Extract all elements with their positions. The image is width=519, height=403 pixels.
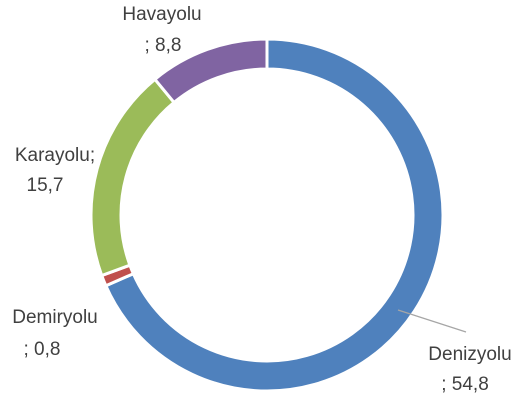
- donut-segment: [152, 37, 269, 105]
- data-label-name: Denizyolu: [428, 344, 511, 365]
- data-label-value: ; 54,8: [441, 374, 489, 395]
- data-label-value: ; 0,8: [24, 339, 61, 360]
- donut-segment: [103, 37, 445, 393]
- data-label-value: ; 8,8: [145, 35, 182, 56]
- data-label-name: Karayolu;: [15, 145, 95, 166]
- data-label-name: Havayolu: [122, 4, 201, 25]
- donut-segment: [89, 77, 177, 278]
- leader-line: [397, 309, 467, 333]
- data-label-name: Demiryolu: [12, 307, 98, 328]
- data-label-value: 15,7: [27, 175, 64, 196]
